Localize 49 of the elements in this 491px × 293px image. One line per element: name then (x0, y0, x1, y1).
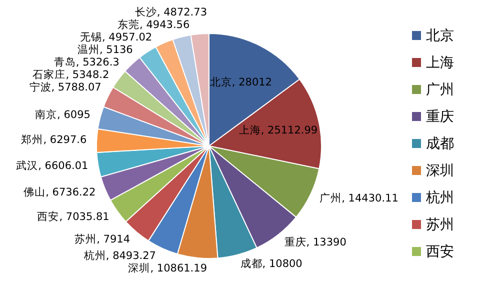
slice-label: 青岛 (54, 55, 76, 68)
slice-label: 杭州 (82, 249, 106, 262)
legend-label: 苏州 (426, 216, 454, 234)
data-label: , 6095 (57, 108, 90, 121)
slice-label: 南京 (35, 108, 58, 121)
slice-label: 温州 (77, 42, 100, 56)
slice-label: 苏州 (74, 232, 97, 246)
legend-label: 西安 (426, 242, 454, 260)
slice-label: 广州 (320, 191, 342, 204)
slice-label: 佛山 (24, 185, 46, 198)
slice-label: 西安 (37, 210, 60, 223)
slice-label: 东莞 (118, 18, 140, 31)
data-label: , 5348.2 (66, 68, 110, 81)
slice-label: 上海 (238, 124, 261, 137)
legend-label: 上海 (426, 54, 454, 72)
data-label: , 8493.27 (106, 250, 156, 262)
slice-label: 北京 (210, 75, 232, 88)
legend-label: 北京 (426, 26, 454, 44)
data-label: , 6606.01 (38, 160, 88, 172)
legend-label: 重庆 (426, 108, 454, 126)
data-label: , 13390 (306, 236, 346, 248)
data-label: , 6736.22 (46, 186, 96, 198)
data-label: , 5788.07 (51, 81, 102, 94)
legend-label: 成都 (426, 134, 454, 152)
legend-label: 杭州 (426, 188, 454, 206)
slice-label: 深圳 (128, 262, 150, 275)
slice-label: 成都 (240, 257, 262, 270)
data-label: , 7914 (96, 233, 130, 246)
data-label: , 5326.3 (76, 56, 120, 68)
data-label: , 4957.02 (102, 31, 152, 44)
data-label: , 5136 (99, 44, 134, 56)
slice-label: 石家庄 (32, 68, 66, 81)
data-label: , 14430.11 (342, 192, 398, 204)
data-label: , 10800 (262, 258, 302, 270)
data-label: , 7035.81 (59, 210, 110, 223)
data-label: , 4872.73 (156, 6, 208, 18)
legend-label: 深圳 (426, 162, 454, 180)
data-label: , 10861.19 (150, 262, 208, 275)
slice-label: 武汉 (16, 159, 38, 172)
slice-label: 郑州 (21, 132, 44, 146)
data-label: , 4943.56 (140, 18, 190, 31)
slice-label: 重庆 (284, 235, 306, 248)
slice-label: 无锡 (80, 31, 102, 44)
data-label: , 25112.99 (260, 124, 318, 137)
slice-label: 长沙 (134, 5, 157, 18)
slice-label: 宁波 (29, 80, 52, 94)
legend-label: 广州 (426, 80, 454, 98)
data-label: , 28012 (232, 76, 272, 88)
data-label: , 6297.6 (43, 134, 87, 146)
